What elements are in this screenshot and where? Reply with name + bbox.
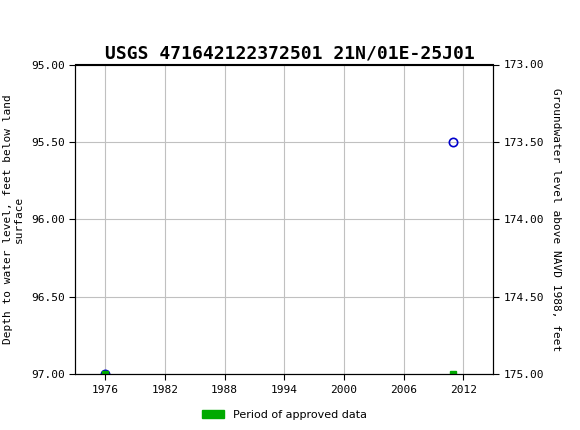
Text: ≡: ≡ [6, 12, 29, 40]
Y-axis label: Depth to water level, feet below land
surface: Depth to water level, feet below land su… [3, 95, 24, 344]
Text: USGS: USGS [41, 16, 104, 36]
Y-axis label: Groundwater level above NAVD 1988, feet: Groundwater level above NAVD 1988, feet [551, 88, 561, 351]
Text: USGS 471642122372501 21N/01E-25J01: USGS 471642122372501 21N/01E-25J01 [105, 44, 475, 62]
Legend: Period of approved data: Period of approved data [197, 405, 371, 424]
